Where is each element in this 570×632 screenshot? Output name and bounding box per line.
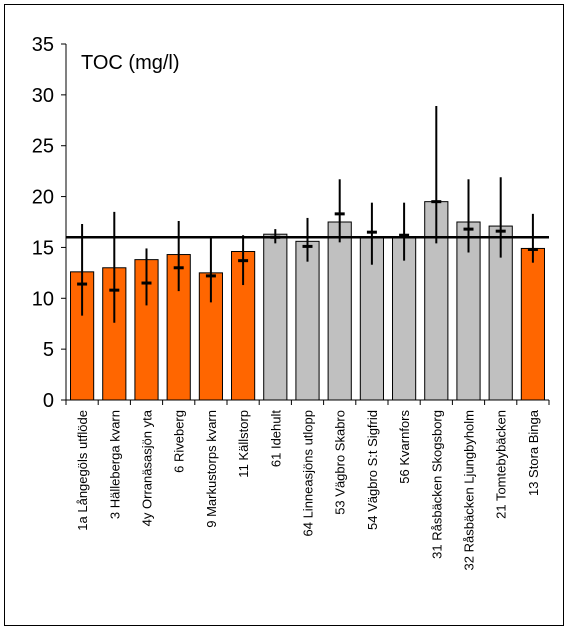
category-label: 11 Källstorp (236, 410, 251, 478)
bar-9 (327, 221, 352, 401)
y-tick-label: 5 (43, 339, 54, 361)
category-label: 1a Långegöls utflöde (75, 410, 90, 531)
category-label: 31 Råsbäcken Skogsborg (429, 410, 444, 559)
category-label: 53 Vägbro Skabro (333, 410, 348, 515)
y-tick-label: 30 (32, 85, 54, 107)
bar-11 (392, 236, 417, 401)
chart-frame: 0 5 10 15 20 25 30 35 1a Långegöls utflöde 3 Häll… (4, 4, 564, 626)
category-label: 13 Stora Binga (526, 409, 541, 496)
y-tick-label: 35 (32, 34, 54, 56)
y-tick-label: 15 (32, 237, 54, 259)
category-label: 64 Linneasjöns utlopp (301, 410, 316, 537)
toc-bar-chart: 0 5 10 15 20 25 30 35 1a Långegöls utflöde 3 Häll… (32, 34, 550, 570)
y-tick-label: 0 (43, 390, 54, 412)
chart-title: TOC (mg/l) (81, 52, 180, 74)
bar-15 (520, 247, 545, 401)
category-label: 4y Orranäsasjön yta (140, 409, 155, 526)
y-tick-label: 20 (32, 187, 54, 209)
category-label: 9 Markustorps kvarn (204, 410, 219, 528)
category-label: 32 Råsbäcken Ljungbyholm (462, 410, 477, 570)
bar-8 (295, 240, 320, 401)
category-label: 61 Idehult (268, 410, 283, 467)
category-label: 54 Vägbro S:t Sigfrid (365, 410, 380, 530)
category-label: 56 Kvarnfors (397, 410, 412, 484)
y-tick-label: 10 (32, 288, 54, 310)
category-label: 6 Riveberg (172, 410, 187, 473)
bar-7 (263, 233, 288, 401)
category-label: 21 Tomtebybäcken (494, 410, 509, 519)
y-tick-label: 25 (32, 136, 54, 158)
category-label: 3 Hälleberga kvarn (107, 410, 122, 519)
